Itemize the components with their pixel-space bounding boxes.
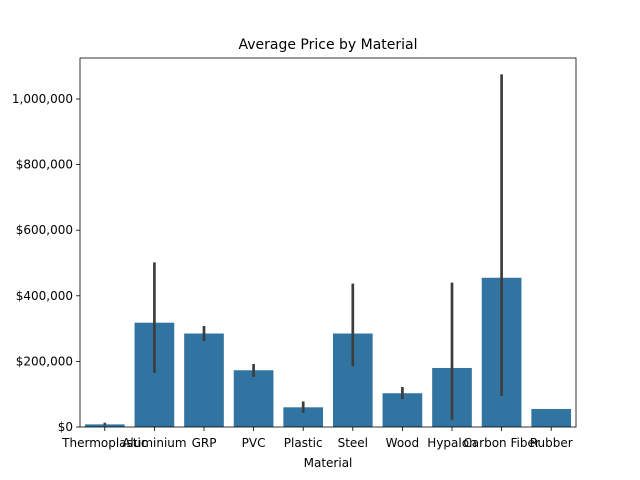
- bar-3: [233, 370, 274, 427]
- y-tick-label-2: $400,000: [16, 289, 73, 303]
- bar-0: [84, 424, 125, 427]
- y-tick-label-4: $800,000: [16, 158, 73, 172]
- x-tick-label-8: Carbon Fiber: [463, 436, 539, 450]
- error-bars-group: [103, 74, 503, 426]
- bar-2: [184, 333, 224, 427]
- x-tick-label-9: Rubber: [530, 436, 573, 450]
- y-tick-label-5: 1,000,000: [12, 92, 73, 106]
- x-axis-label: Material: [304, 456, 353, 470]
- x-tick-label-2: GRP: [192, 436, 217, 450]
- bars-group: [84, 277, 572, 427]
- bar-4: [283, 407, 324, 427]
- y-tick-label-1: $200,000: [16, 354, 73, 368]
- chart-title: Average Price by Material: [238, 37, 417, 53]
- bar-9: [531, 408, 572, 427]
- x-tick-label-1: Aluminium: [122, 436, 186, 450]
- x-tick-label-7: Hypalon: [427, 436, 476, 450]
- x-tick-label-0: Thermoplastic: [61, 436, 147, 450]
- y-tick-label-0: $0: [58, 420, 73, 434]
- x-tick-label-6: Wood: [386, 436, 419, 450]
- x-tick-label-3: PVC: [242, 436, 266, 450]
- y-tick-label-3: $600,000: [16, 223, 73, 237]
- x-tick-label-4: Plastic: [284, 436, 323, 450]
- x-tick-label-5: Steel: [338, 436, 368, 450]
- plot-frame: [79, 57, 577, 428]
